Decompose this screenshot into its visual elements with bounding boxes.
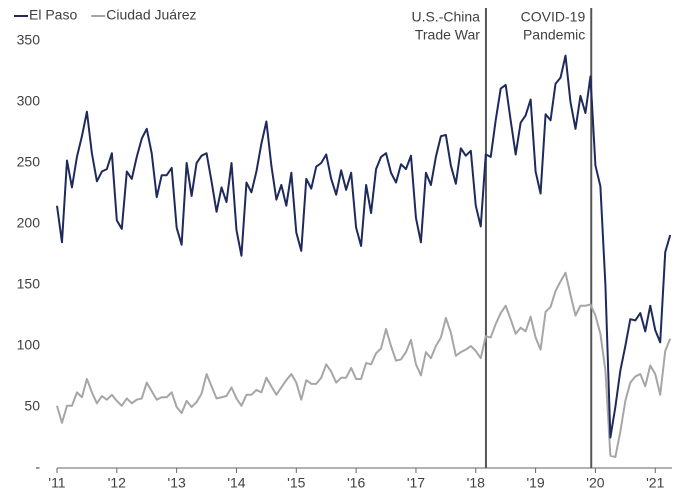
y-tick-label: 200 xyxy=(17,215,41,231)
x-tick-label: '20 xyxy=(586,475,604,491)
legend-label: Ciudad Juárez xyxy=(106,7,196,23)
x-tick-label: '18 xyxy=(467,475,485,491)
legend-label: El Paso xyxy=(29,7,77,23)
annotation: U.S.-China xyxy=(411,9,480,25)
x-tick-label: '11 xyxy=(48,475,65,491)
x-tick-label: '12 xyxy=(108,475,126,491)
series-line xyxy=(56,54,672,439)
annotation: Pandemic xyxy=(523,27,585,43)
y-tick-label: 300 xyxy=(17,93,41,109)
y-tick-label: 250 xyxy=(17,154,41,170)
x-tick-label: '14 xyxy=(227,475,245,491)
y-tick-label: 350 xyxy=(17,32,41,48)
x-tick-label: '15 xyxy=(287,475,305,491)
y-tick-label: - xyxy=(35,459,40,475)
x-tick-label: '17 xyxy=(407,475,425,491)
annotation: Trade War xyxy=(415,27,480,43)
y-tick-label: 100 xyxy=(17,337,41,353)
x-tick-label: '13 xyxy=(168,475,186,491)
y-tick-label: 50 xyxy=(24,398,40,414)
series-line xyxy=(56,271,672,459)
y-tick-label: 150 xyxy=(17,276,41,292)
x-tick-label: '19 xyxy=(526,475,544,491)
annotation: COVID-19 xyxy=(521,9,586,25)
x-tick-label: '21 xyxy=(646,475,664,491)
x-tick-label: '16 xyxy=(347,475,365,491)
